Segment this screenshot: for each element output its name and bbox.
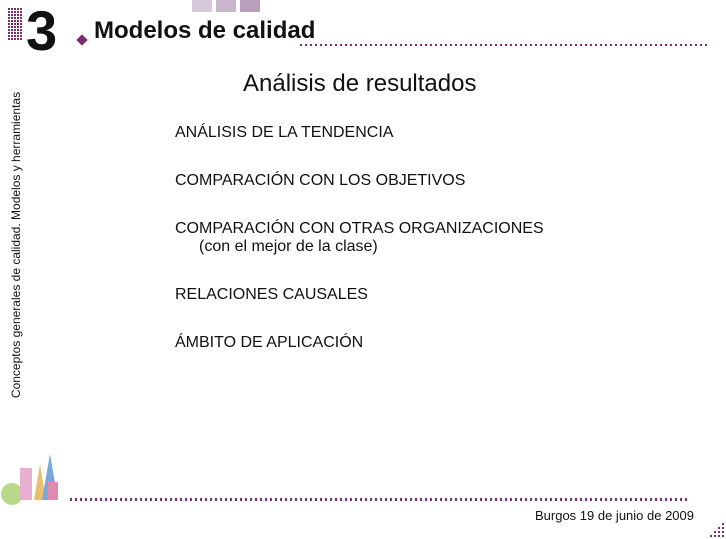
list-item-main: ANÁLISIS DE LA TENDENCIA [175, 124, 393, 141]
decorative-logo-shapes [0, 446, 60, 506]
subtitle: Análisis de resultados [243, 70, 705, 98]
content-area: Análisis de resultados ANÁLISIS DE LA TE… [175, 70, 705, 382]
diamond-bullet-icon [76, 34, 87, 45]
list-item-main: ÁMBITO DE APLICACIÓN [175, 334, 363, 351]
vertical-side-label: Conceptos generales de calidad. Modelos … [6, 60, 26, 430]
list-item: COMPARACIÓN CON LOS OBJETIVOS [175, 172, 705, 190]
list-item-main: COMPARACIÓN CON LOS OBJETIVOS [175, 172, 465, 189]
decorative-blocks-top [192, 0, 260, 12]
section-title: Modelos de calidad [94, 17, 315, 45]
list-item: ÁMBITO DE APLICACIÓN [175, 334, 705, 352]
list-item-sub: (con el mejor de la clase) [199, 238, 705, 256]
list-item: COMPARACIÓN CON OTRAS ORGANIZACIONES (co… [175, 220, 705, 256]
footer-text: Burgos 19 de junio de 2009 [535, 508, 694, 523]
list-item-main: RELACIONES CAUSALES [175, 286, 368, 303]
list-item-main: COMPARACIÓN CON OTRAS ORGANIZACIONES [175, 220, 544, 237]
decorative-dots-top-left [8, 8, 24, 46]
vertical-side-label-text: Conceptos generales de calidad. Modelos … [9, 92, 23, 398]
section-number: 3 [26, 0, 57, 63]
dotted-line-header [300, 44, 710, 46]
list-item: ANÁLISIS DE LA TENDENCIA [175, 124, 705, 142]
decorative-dots-bottom-right [706, 519, 726, 539]
dotted-line-footer [70, 498, 690, 501]
list-item: RELACIONES CAUSALES [175, 286, 705, 304]
